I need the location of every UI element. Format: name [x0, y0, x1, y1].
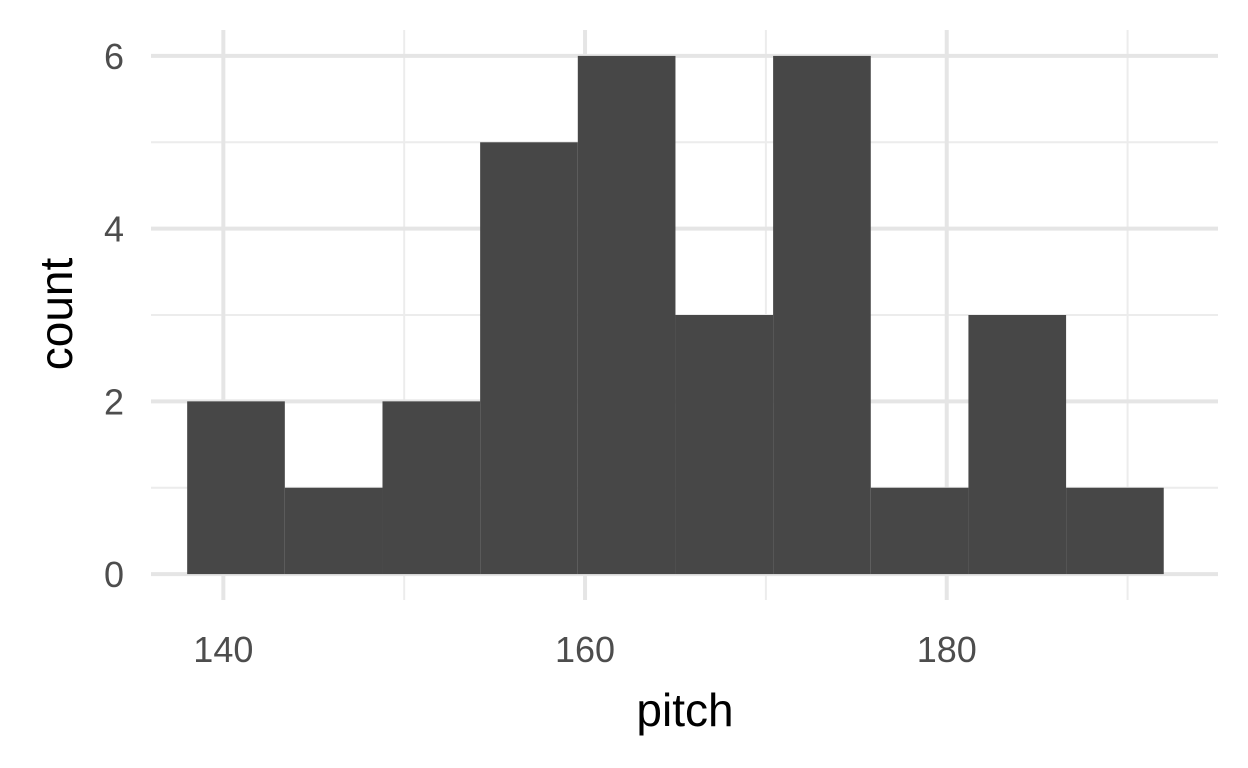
x-tick-label: 140 — [193, 629, 253, 670]
y-tick-label: 0 — [104, 554, 124, 595]
histogram-bar — [968, 315, 1067, 575]
histogram-bar — [284, 487, 383, 575]
x-axis-title: pitch — [636, 684, 733, 736]
histogram-bar — [773, 55, 871, 575]
histogram-bar — [870, 487, 969, 575]
y-tick-label: 2 — [104, 381, 124, 422]
x-tick-label: 180 — [917, 629, 977, 670]
histogram-bar — [480, 142, 578, 575]
histogram-bar — [187, 401, 285, 575]
y-tick-label: 4 — [104, 209, 124, 250]
x-axis-tick-labels: 140 160 180 — [193, 629, 976, 670]
histogram-bars — [187, 55, 1164, 575]
histogram-bar — [675, 315, 774, 575]
y-tick-label: 6 — [104, 36, 124, 77]
histogram-bar — [382, 401, 481, 575]
x-tick-label: 160 — [555, 629, 615, 670]
y-axis-tick-labels: 0 2 4 6 — [104, 36, 124, 595]
histogram-bar — [577, 55, 676, 575]
y-axis-title: count — [30, 258, 82, 371]
histogram-bar — [1066, 487, 1164, 575]
